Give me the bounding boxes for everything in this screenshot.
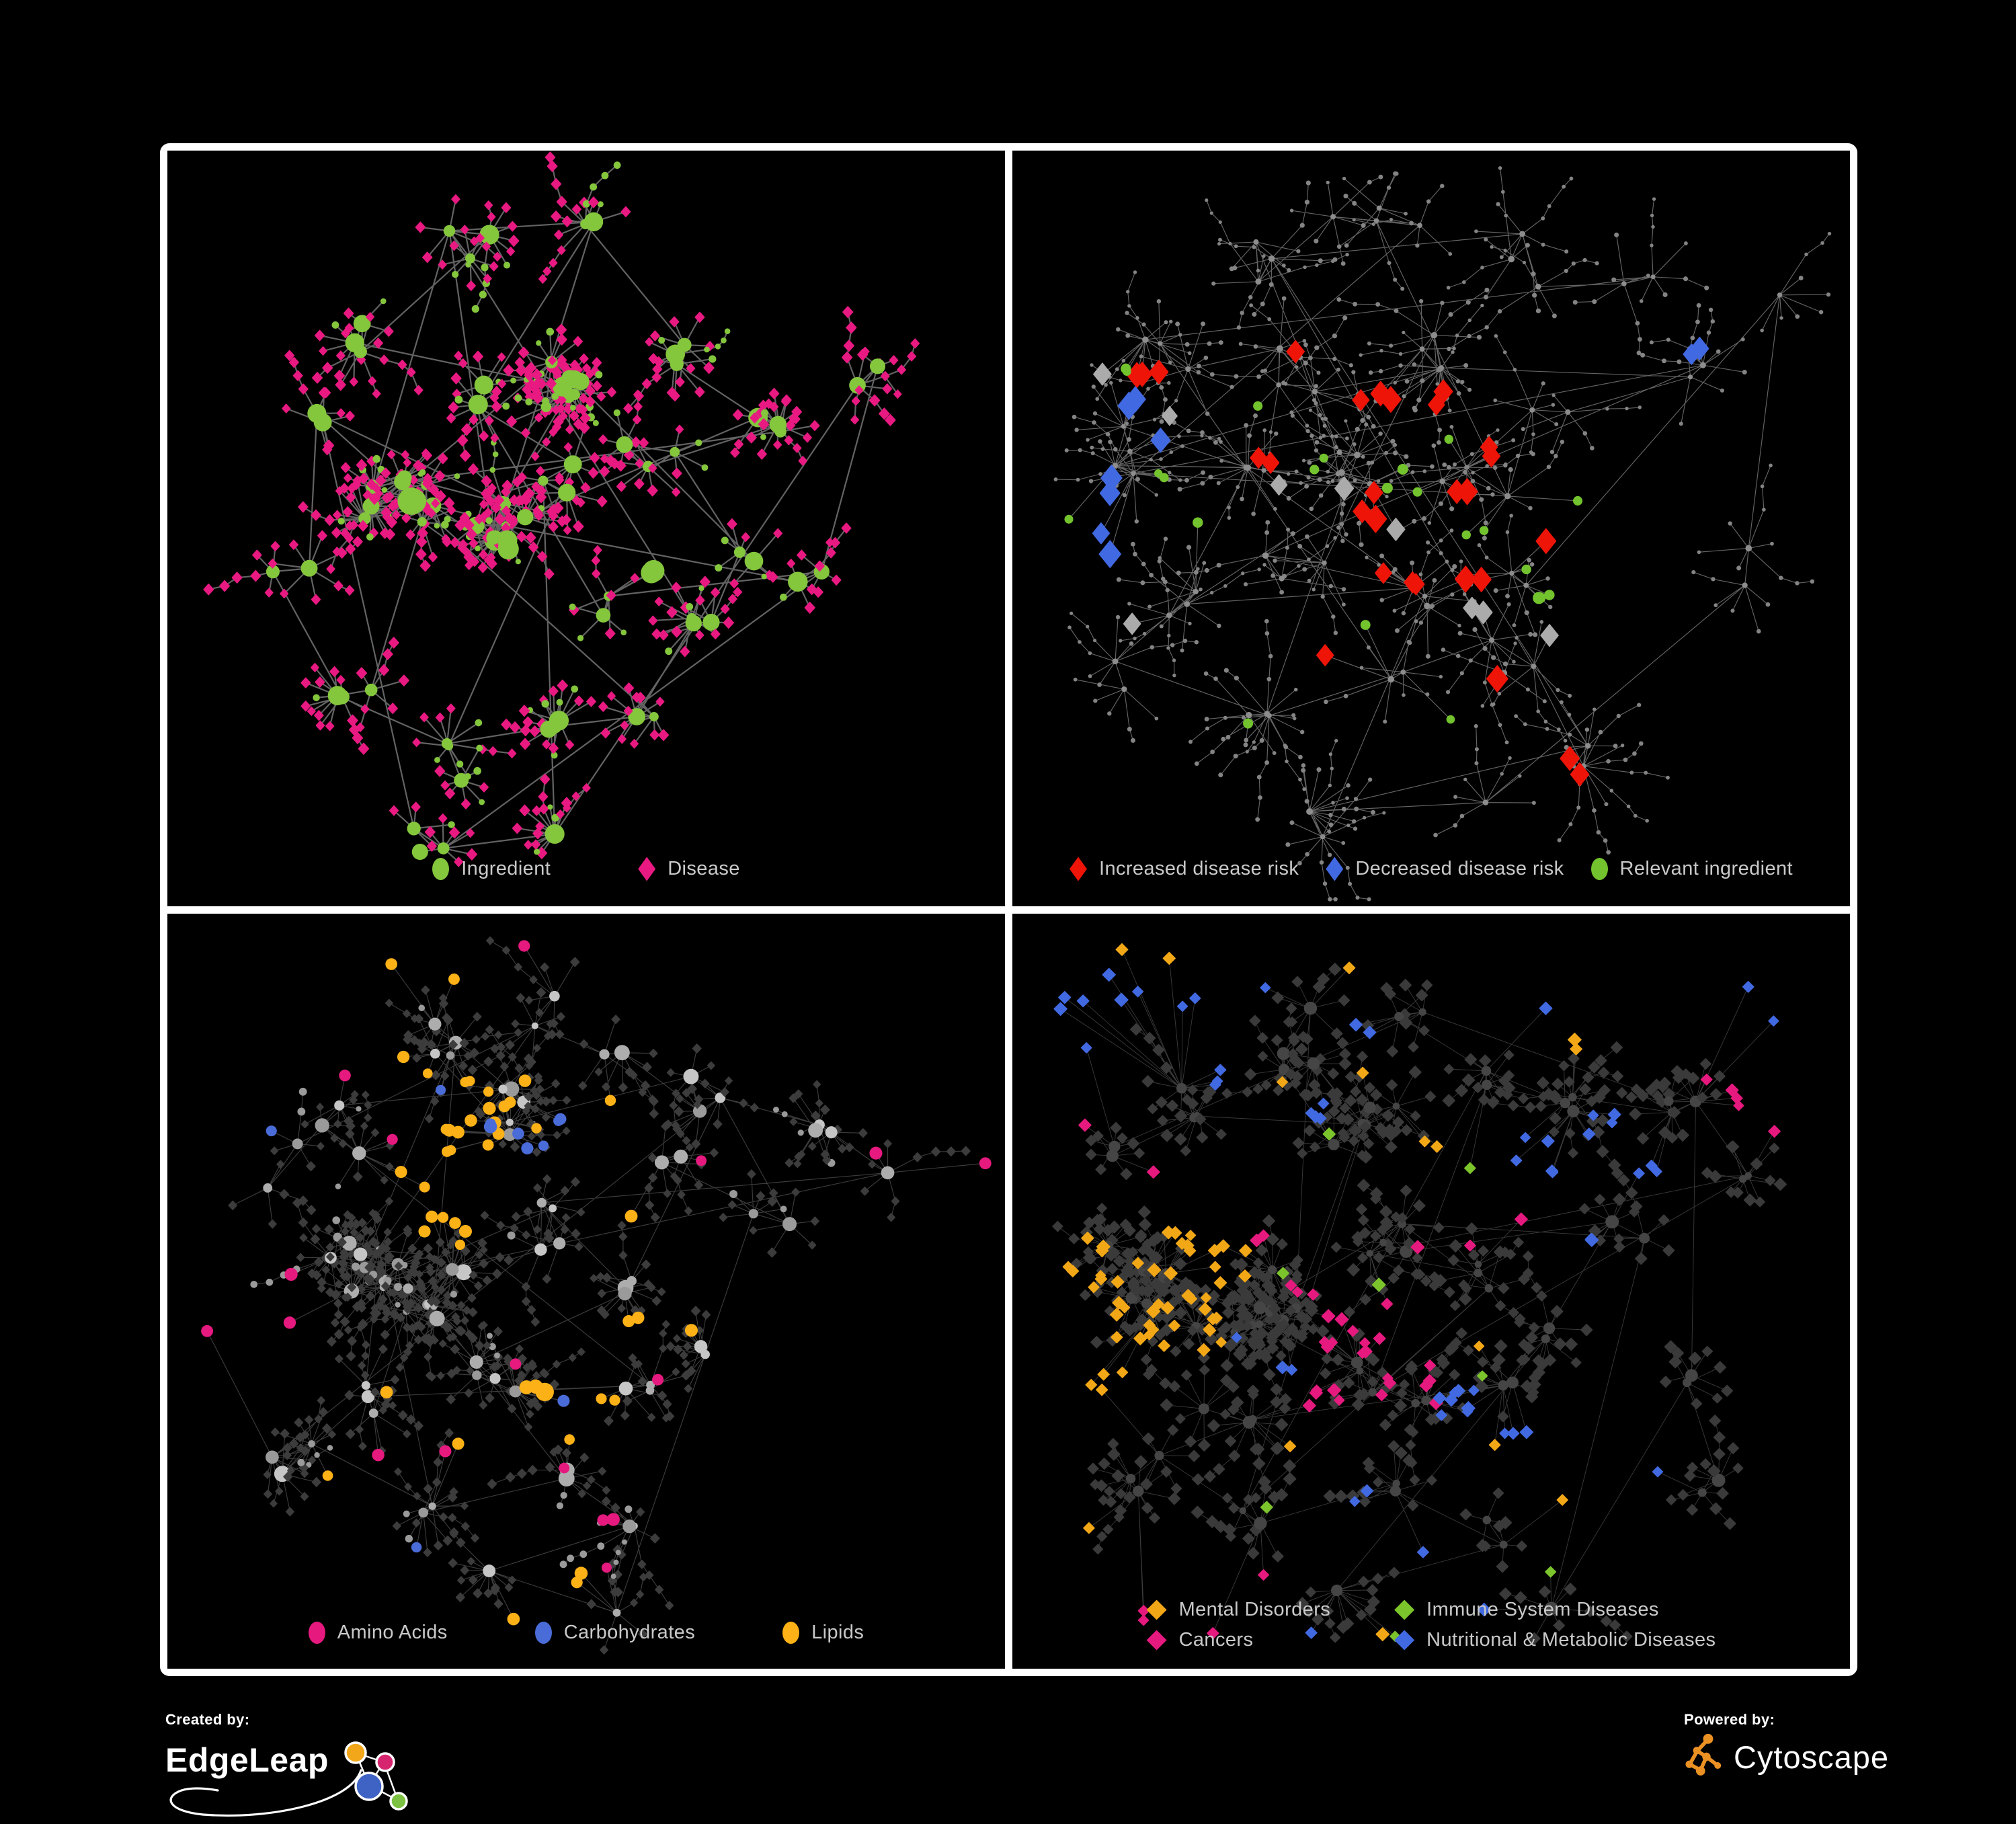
panel-disease-classes: Mental Disorders Immune System Diseases … <box>1012 913 1850 1669</box>
cytoscape-credit: Powered by: Cytoscape <box>1684 1711 1899 1781</box>
cytoscape-logo-icon <box>1685 1733 1722 1776</box>
disease-risk-network <box>1053 166 1832 902</box>
cytoscape-wordmark: Cytoscape <box>1734 1739 1890 1775</box>
edgeleap-credit: Created by: EdgeLeap <box>165 1711 454 1819</box>
created-by-label: Created by: <box>165 1711 250 1728</box>
figure-frame: Ingredient Disease Increased disease ris… <box>160 143 1857 1676</box>
nutrient-classes-network <box>201 936 992 1655</box>
panel-disease-risk: Increased disease risk Decreased disease… <box>1012 151 1850 906</box>
edgeleap-logo-icon <box>344 1741 408 1811</box>
powered-by-label: Powered by: <box>1684 1711 1775 1728</box>
edgeleap-wordmark: EdgeLeap <box>165 1741 329 1779</box>
disease-classes-network <box>1052 943 1787 1644</box>
panel-ingredient-disease: Ingredient Disease <box>167 151 1005 906</box>
ingredient-disease-network <box>203 151 920 867</box>
panel-nutrient-classes: Amino Acids Carbohydrates Lipids <box>167 913 1005 1669</box>
